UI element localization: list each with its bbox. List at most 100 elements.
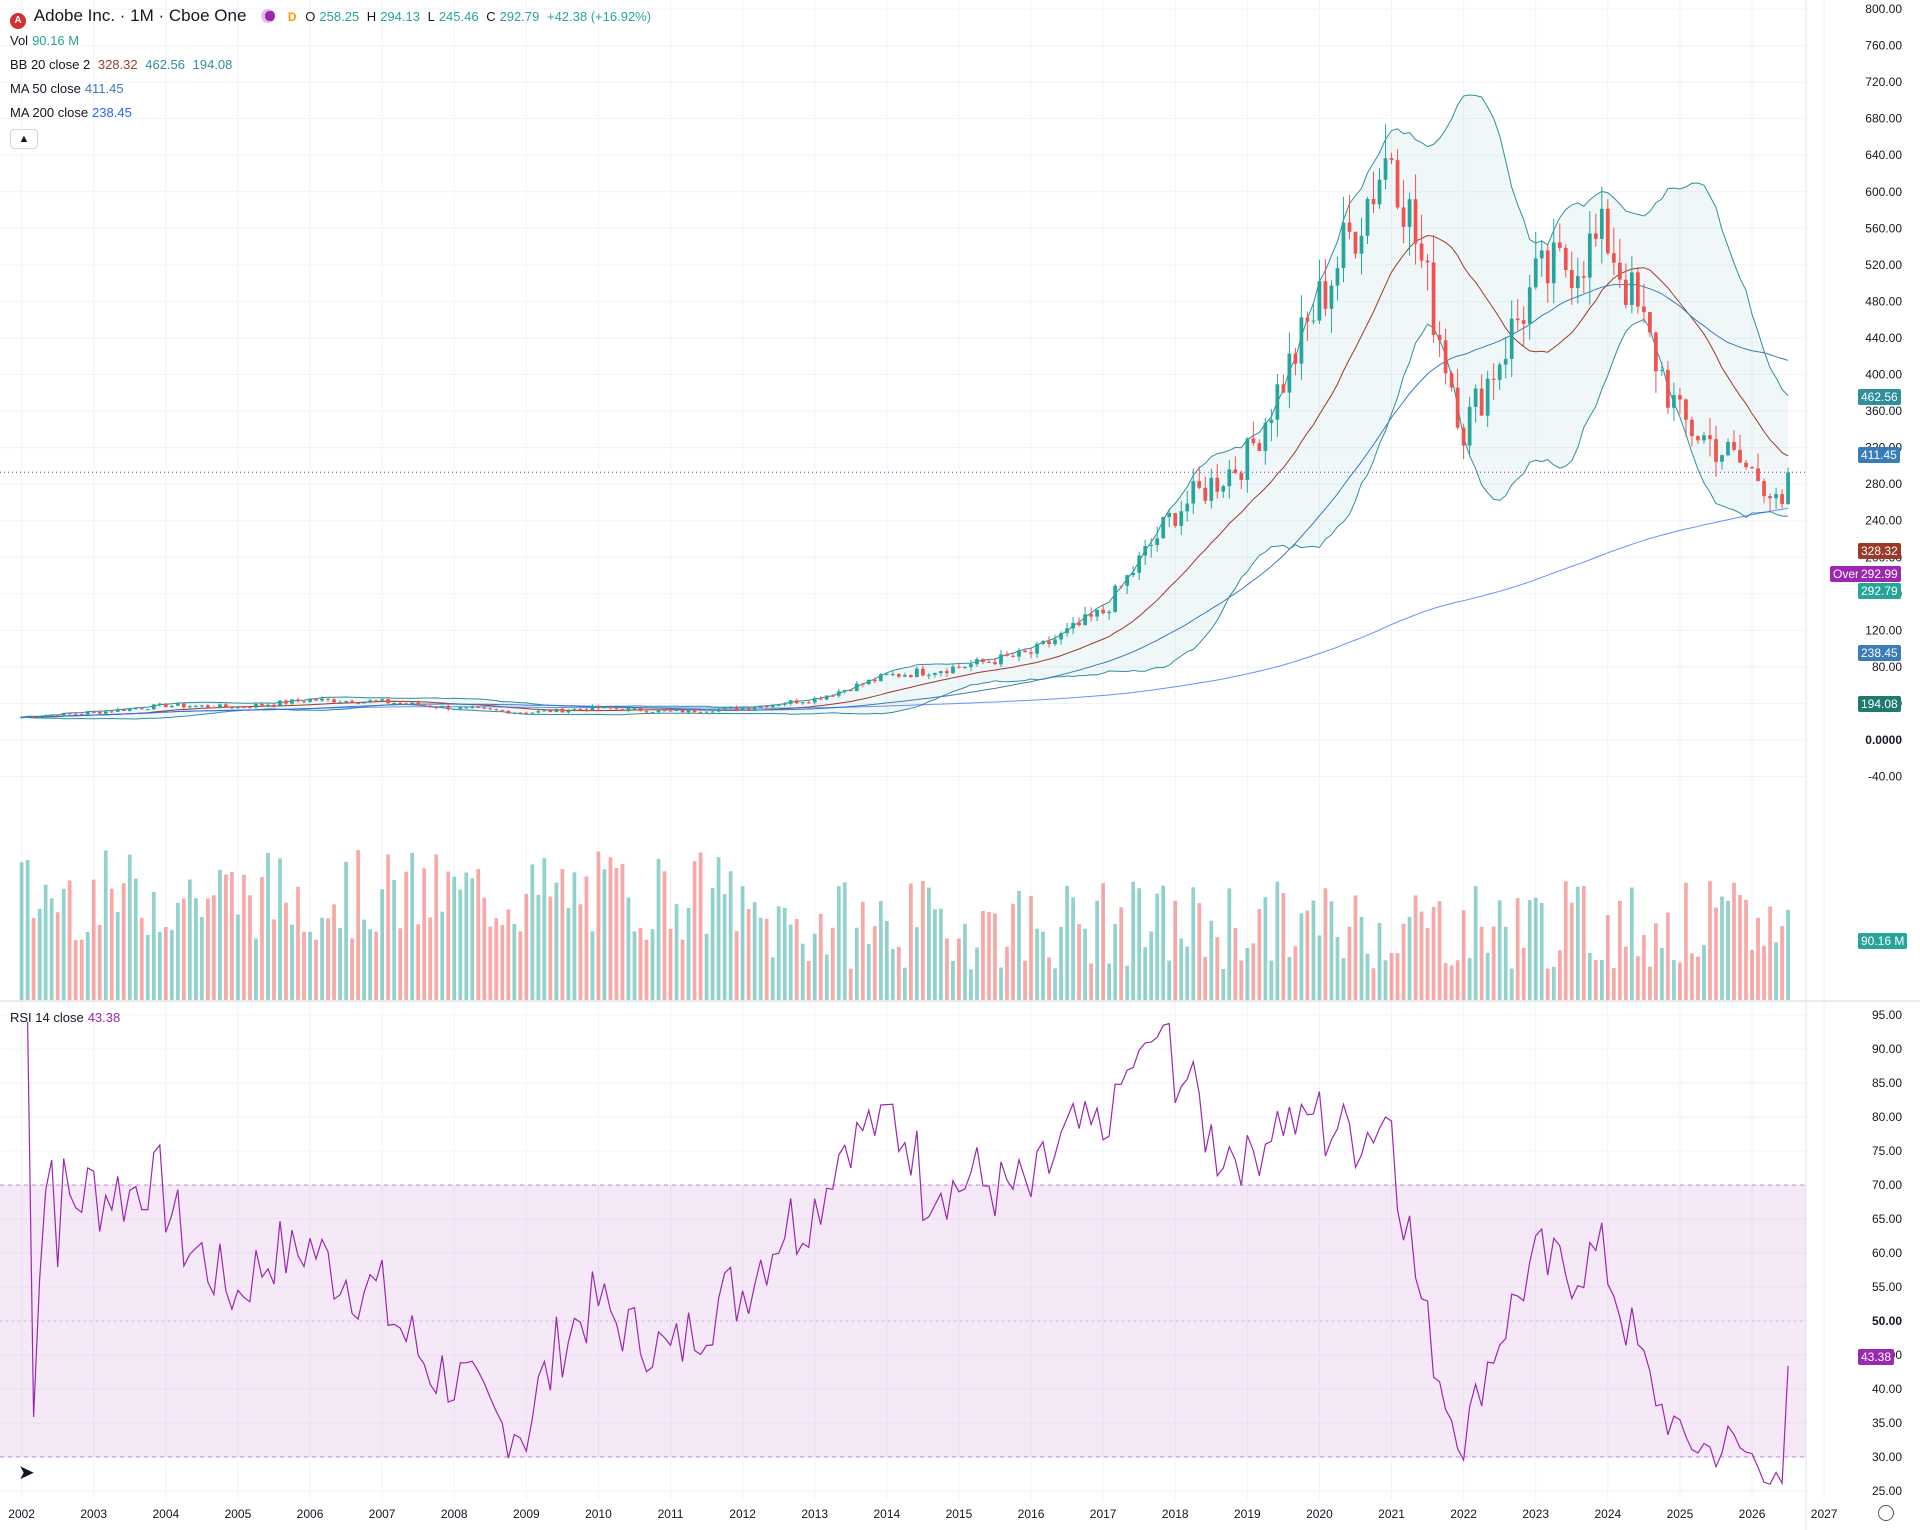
- legend-bollinger[interactable]: BB 20 close 2 328.32 462.56 194.08: [10, 57, 233, 72]
- legend-ma50[interactable]: MA 50 close 411.45: [10, 81, 124, 96]
- candle-body: [1503, 358, 1508, 365]
- volume-bar: [704, 933, 709, 1000]
- volume-bar: [410, 852, 415, 1000]
- candle-body: [188, 706, 192, 708]
- volume-bar: [524, 894, 529, 1000]
- volume-bar: [1161, 885, 1166, 1000]
- volume-bar: [1545, 968, 1550, 1000]
- volume-bar: [518, 931, 523, 1000]
- candle-body: [470, 707, 475, 709]
- volume-bar: [1575, 886, 1580, 1000]
- candle-body: [404, 703, 409, 705]
- candle-body: [163, 703, 168, 708]
- close-value: 292.79: [499, 9, 540, 24]
- candle-body: [698, 711, 703, 713]
- volume-bar: [1539, 903, 1544, 1000]
- volume-bar: [470, 878, 475, 1000]
- candle-body: [181, 703, 186, 708]
- volume-bar: [746, 909, 751, 1000]
- candle-body: [1599, 208, 1604, 239]
- volume-bar: [175, 902, 180, 1000]
- volume-bar: [109, 888, 114, 1000]
- market-status-icon[interactable]: [261, 9, 276, 23]
- volume-bar: [368, 929, 372, 1000]
- volume-bar: [1053, 968, 1057, 1000]
- volume-bars: [19, 850, 1790, 1000]
- candle-body: [1407, 199, 1412, 227]
- candle-body: [500, 710, 505, 712]
- volume-bar: [452, 876, 457, 1000]
- candle-body: [1479, 388, 1484, 416]
- volume-bar: [302, 931, 306, 1000]
- adobe-logo-icon: A: [10, 13, 26, 29]
- volume-bar: [488, 926, 493, 1000]
- price-tick-label: 440.00: [1865, 331, 1902, 345]
- volume-bar: [602, 869, 607, 1000]
- volume-bar: [1503, 926, 1508, 1000]
- candle-body: [1023, 650, 1027, 653]
- volume-bar: [752, 902, 757, 1000]
- volume-bar: [206, 898, 210, 1000]
- volume-bar: [386, 854, 391, 1000]
- candle-body: [476, 707, 481, 709]
- gear-icon[interactable]: [1878, 1505, 1894, 1521]
- volume-bar: [1599, 960, 1604, 1000]
- legend-rsi[interactable]: RSI 14 close 43.38: [10, 1010, 121, 1025]
- candle-body: [139, 708, 144, 710]
- candle-body: [987, 662, 991, 664]
- grid-lines: [0, 0, 1825, 1500]
- volume-bar: [157, 931, 162, 1000]
- candle-body: [1035, 643, 1039, 654]
- tradingview-logo-icon[interactable]: ➤: [18, 1462, 35, 1484]
- candle-body: [884, 674, 889, 676]
- candle-body: [434, 707, 439, 709]
- volume-bar: [1593, 960, 1598, 1000]
- volume-bar: [806, 961, 811, 1000]
- candle-body: [638, 708, 643, 712]
- candle-body: [266, 704, 270, 706]
- candle-body: [1275, 384, 1280, 420]
- volume-bar: [945, 938, 949, 1000]
- indicator-lines: [0, 94, 1806, 720]
- legend-volume[interactable]: Vol 90.16 M: [10, 33, 80, 48]
- candle-body: [1125, 575, 1130, 586]
- data-delay-badge[interactable]: D: [287, 10, 297, 24]
- volume-bar: [1167, 960, 1172, 1000]
- volume-bar: [1407, 916, 1412, 1000]
- candle-body: [872, 679, 877, 682]
- volume-bar: [127, 854, 132, 1000]
- volume-bar: [242, 874, 246, 1000]
- volume-bar: [963, 923, 967, 1000]
- volume-bar: [338, 927, 342, 1000]
- symbol-title[interactable]: Adobe Inc. · 1M · Cboe One: [33, 6, 247, 25]
- volume-bar: [200, 917, 204, 1000]
- candle-body: [506, 710, 511, 714]
- candle-body: [1714, 439, 1718, 462]
- volume-bar: [434, 854, 439, 1000]
- volume-bar: [1605, 915, 1610, 1000]
- rsi-tick-label: 65.00: [1872, 1212, 1902, 1226]
- volume-bar: [698, 852, 703, 1000]
- candle-body: [19, 717, 24, 719]
- volume-bar: [1239, 960, 1244, 1000]
- candle-body: [1245, 438, 1250, 480]
- candle-body: [1161, 516, 1166, 539]
- volume-bar: [788, 924, 793, 1000]
- candle-body: [1533, 258, 1538, 288]
- candle-body: [1425, 260, 1430, 263]
- candle-body: [194, 705, 198, 707]
- candle-body: [1690, 419, 1694, 437]
- volume-bar: [133, 878, 138, 1000]
- collapse-legend-button[interactable]: ▲: [10, 129, 38, 149]
- volume-bar: [1077, 924, 1081, 1000]
- volume-bar: [758, 917, 763, 1000]
- candle-body: [344, 700, 348, 703]
- volume-bar: [476, 869, 481, 1000]
- volume-bar: [656, 858, 661, 1000]
- volume-bar: [1251, 943, 1256, 1000]
- legend-ma200[interactable]: MA 200 close 238.45: [10, 105, 132, 120]
- candle-body: [566, 710, 571, 713]
- candle-body: [650, 712, 655, 714]
- candle-body: [848, 689, 853, 692]
